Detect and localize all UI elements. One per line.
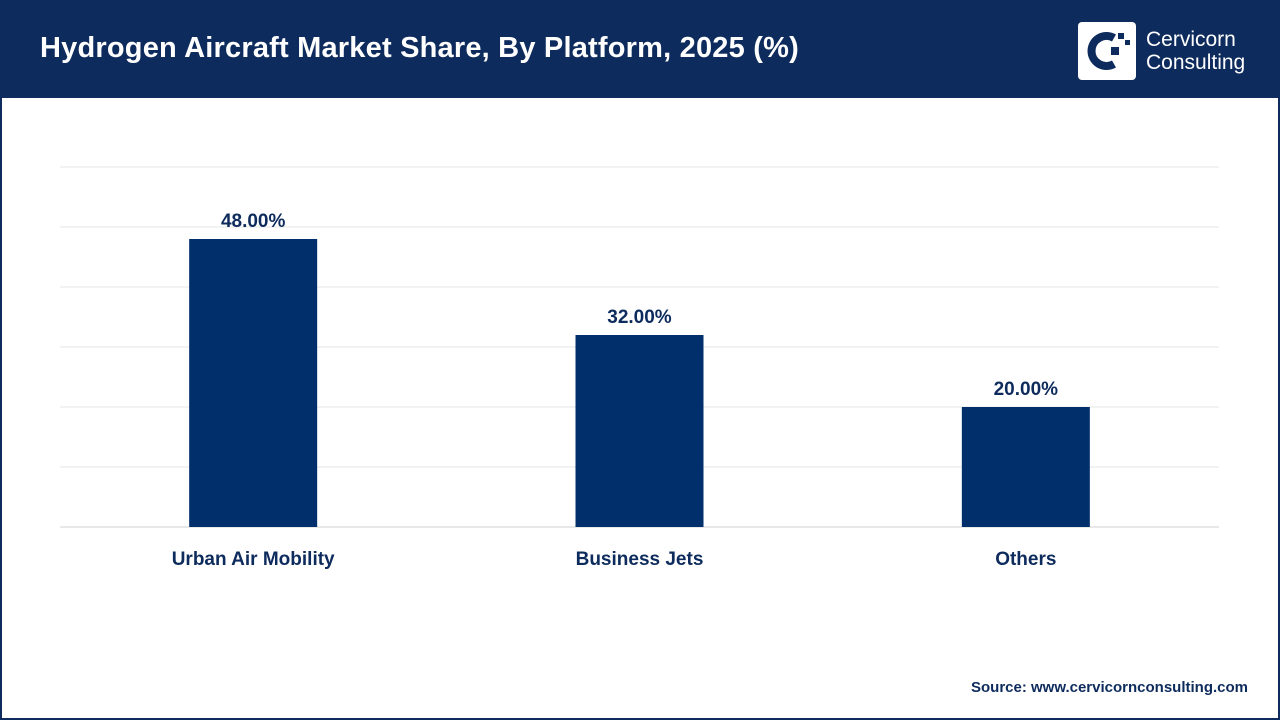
brand-logo: Cervicorn Consulting xyxy=(1078,22,1245,80)
data-label: 32.00% xyxy=(607,307,672,328)
logo-text-line2: Consulting xyxy=(1146,51,1246,74)
chart-title: Hydrogen Aircraft Market Share, By Platf… xyxy=(40,32,799,64)
x-tick-label: Others xyxy=(995,549,1056,570)
bar xyxy=(961,407,1090,527)
logo-text-line1: Cervicorn xyxy=(1146,28,1236,51)
cervicorn-logo-icon xyxy=(1078,22,1136,80)
x-tick-label: Business Jets xyxy=(576,549,704,570)
data-label: 20.00% xyxy=(994,379,1059,400)
source-note: Source: www.cervicornconsulting.com xyxy=(970,679,1248,696)
bar xyxy=(575,335,704,527)
data-label: 48.00% xyxy=(221,211,286,232)
x-tick-label: Urban Air Mobility xyxy=(172,549,335,570)
bar xyxy=(189,239,318,527)
header-bar: Hydrogen Aircraft Market Share, By Platf… xyxy=(2,2,1278,98)
